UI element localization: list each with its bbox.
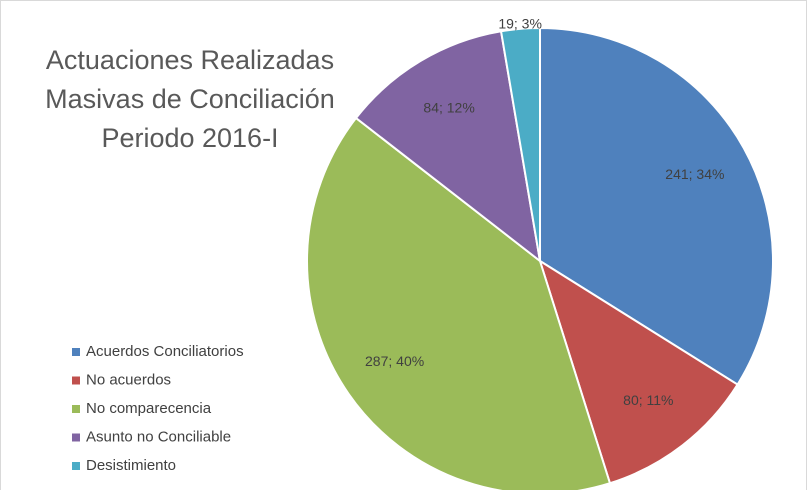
title-line: Actuaciones Realizadas [46,45,334,75]
legend-label: Desistimiento [86,457,176,474]
pie-slice [499,26,541,262]
pie-slice [539,26,774,386]
pie-slice [538,258,739,485]
chart-title: Actuaciones Realizadas Masivas de Concili… [45,45,335,153]
pie-slice [306,116,612,490]
data-label: 241; 34% [665,166,724,182]
legend-swatch [72,462,80,470]
title-line: Masivas de Conciliación [45,84,335,114]
legend-label: Acuerdos Conciliatorios [86,343,244,360]
data-label: 84; 12% [423,100,474,116]
title-line: Periodo 2016-I [101,123,278,153]
legend-label: Asunto no Conciliable [86,428,231,445]
legend-label: No comparecencia [86,400,212,417]
legend-swatch [72,433,80,442]
pie-slice [354,30,542,264]
legend-swatch [72,376,80,385]
data-label: 80; 11% [623,392,673,408]
data-label: 19; 3% [498,16,542,32]
legend-swatch [72,405,80,413]
data-label: 287; 40% [365,353,424,369]
legend-swatch [72,348,80,356]
legend-label: No acuerdos [86,371,171,388]
